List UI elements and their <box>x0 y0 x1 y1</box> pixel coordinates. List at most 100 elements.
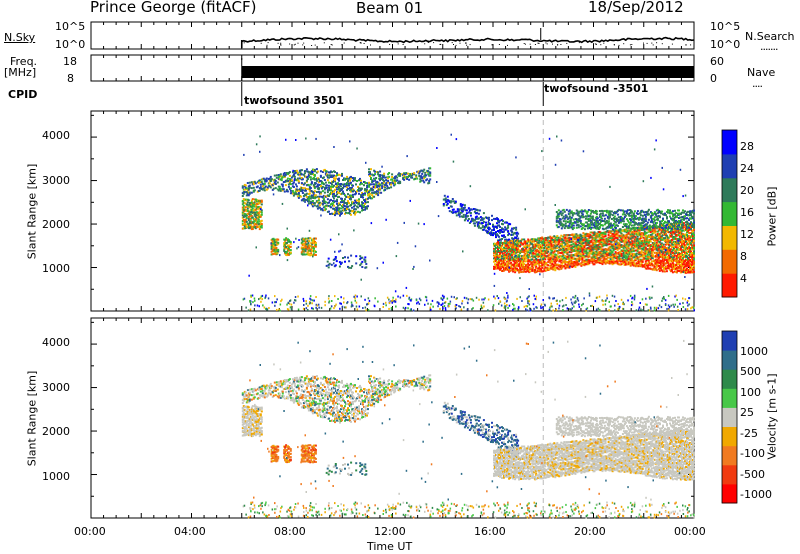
echo-pixel <box>256 392 259 395</box>
echo-pixel <box>498 428 500 431</box>
echo-pixel <box>328 383 330 386</box>
echo-pixel <box>495 265 497 268</box>
echo-pixel <box>310 181 313 184</box>
echo-pixel <box>415 381 418 384</box>
echo-pixel <box>402 176 405 179</box>
echo-pixel <box>489 439 491 442</box>
echo-pixel <box>268 392 271 395</box>
echo-pixel <box>285 458 288 461</box>
echo-pixel <box>520 241 523 244</box>
velocity-ytick-3000: 3000 <box>42 381 70 394</box>
echo-pixel <box>510 472 513 475</box>
echo-pixel <box>317 404 320 407</box>
power-ytick-3000: 3000 <box>42 174 70 187</box>
echo-pixel <box>391 383 394 385</box>
echo-pixel <box>272 237 275 240</box>
echo-pixel <box>328 210 330 213</box>
echo-pixel <box>429 178 432 181</box>
echo-pixel <box>500 474 502 477</box>
echo-pixel <box>416 384 419 387</box>
echo-pixel <box>365 266 368 269</box>
echo-pixel <box>491 436 493 439</box>
echo-pixel <box>445 204 448 207</box>
echo-pixel <box>284 243 287 246</box>
echo-pixel <box>307 405 310 408</box>
nsearch-dot <box>652 44 654 46</box>
echo-pixel <box>502 252 504 255</box>
echo-pixel <box>254 226 257 228</box>
echo-pixel <box>374 392 377 395</box>
echo-pixel <box>508 246 511 249</box>
echo-pixel <box>512 477 515 480</box>
echo-pixel <box>245 191 248 193</box>
echo-pixel <box>509 257 512 260</box>
echo-pixel <box>241 203 244 206</box>
echo-pixel <box>466 219 469 222</box>
echo-pixel <box>504 240 507 243</box>
echo-pixel <box>302 195 305 197</box>
echo-pixel <box>328 195 330 197</box>
echo-pixel <box>428 387 431 389</box>
echo-pixel <box>330 198 332 201</box>
echo-pixel <box>332 181 334 183</box>
echo-pixel <box>335 384 337 387</box>
echo-pixel <box>250 388 253 391</box>
echo-pixel <box>291 190 294 192</box>
echo-pixel <box>503 255 505 258</box>
echo-pixel <box>333 384 335 387</box>
echo-pixel <box>502 459 504 462</box>
power-colorbar-frame <box>721 129 738 298</box>
echo-pixel <box>354 384 356 387</box>
echo-pixel <box>507 226 510 229</box>
echo-pixel <box>295 193 298 196</box>
echo-pixel <box>522 248 525 251</box>
echo-pixel <box>258 386 261 389</box>
echo-pixel <box>314 196 317 199</box>
echo-pixel <box>518 254 521 257</box>
echo-pixel <box>498 437 500 440</box>
echo-pixel <box>383 180 386 183</box>
echo-pixel <box>256 415 259 418</box>
echo-pixel <box>310 449 313 452</box>
echo-pixel <box>349 396 351 399</box>
echo-pixel <box>252 390 255 392</box>
nsearch-dot <box>671 43 673 45</box>
echo-pixel <box>521 462 524 465</box>
echo-pixel <box>368 392 370 395</box>
echo-pixel <box>254 426 257 429</box>
echo-pixel <box>341 174 343 177</box>
echo-pixel <box>343 200 345 203</box>
echo-pixel <box>260 406 263 409</box>
echo-pixel <box>506 472 509 475</box>
echo-pixel <box>502 263 504 266</box>
echo-pixel <box>296 402 299 405</box>
echo-pixel <box>350 177 352 180</box>
echo-pixel <box>329 193 331 196</box>
echo-pixel <box>244 391 247 394</box>
echo-pixel <box>509 452 512 455</box>
nsearch-dot <box>529 43 531 45</box>
echo-pixel <box>358 198 360 201</box>
echo-pixel <box>502 220 504 223</box>
echo-pixel <box>510 460 513 463</box>
echo-pixel <box>346 175 348 178</box>
echo-pixel <box>275 240 278 243</box>
echo-pixel <box>333 397 335 400</box>
echo-pixel <box>495 472 497 475</box>
echo-pixel <box>309 378 312 381</box>
echo-pixel <box>468 416 471 419</box>
echo-pixel <box>399 180 402 183</box>
echo-pixel <box>296 384 299 387</box>
cpid-program-1: twofsound 3501 <box>244 94 344 107</box>
echo-pixel <box>463 426 466 429</box>
echo-pixel <box>500 437 502 440</box>
echo-pixel <box>515 447 518 449</box>
echo-pixel <box>473 224 476 227</box>
echo-pixel <box>303 450 306 453</box>
nsearch-dot <box>546 43 548 45</box>
echo-pixel <box>515 269 518 272</box>
echo-pixel <box>364 208 366 211</box>
echo-pixel <box>459 410 462 413</box>
echo-pixel <box>387 386 390 389</box>
echo-pixel <box>289 448 292 451</box>
